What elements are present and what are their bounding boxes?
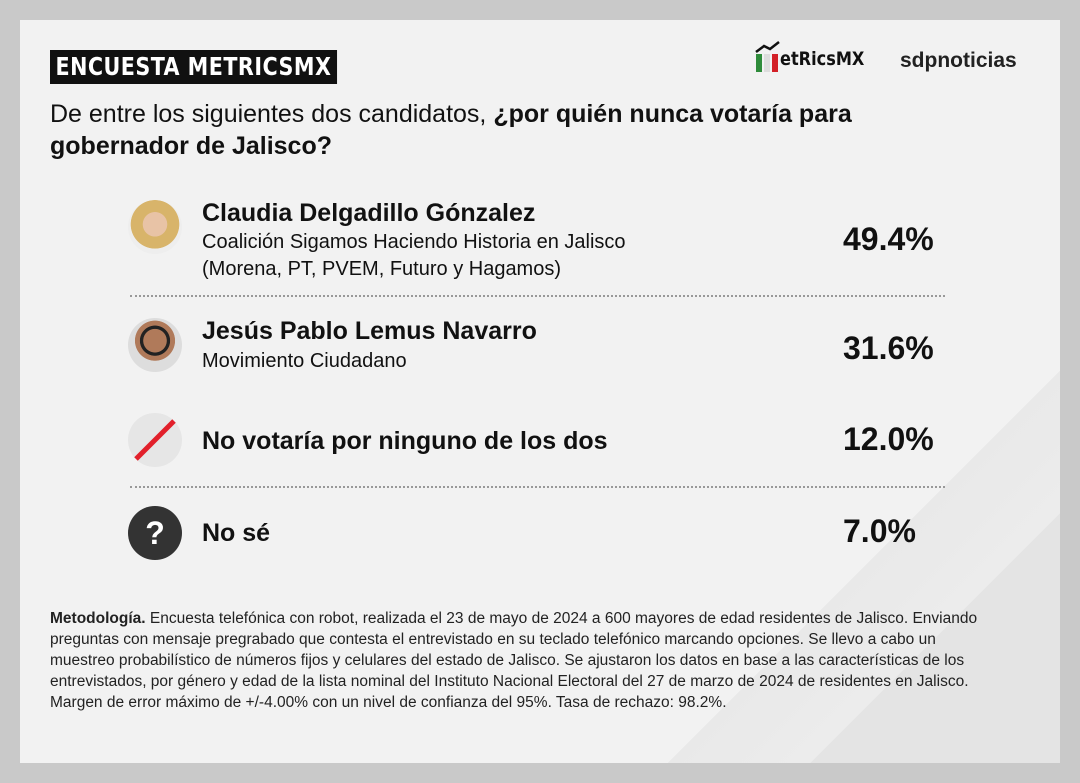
percentage: 7.0% — [843, 513, 916, 549]
question: De entre los siguientes dos candidatos, … — [50, 98, 930, 162]
no-vote-icon — [128, 413, 182, 467]
question-lead: De entre los siguientes dos candidatos, — [50, 100, 494, 128]
logo-sdpnoticias: sdpnoticias — [900, 49, 1017, 72]
avatar — [128, 200, 182, 254]
option-name: No votaría por ninguno de los dos — [202, 427, 608, 455]
candidate-name: Claudia Delgadillo Gónzalez — [202, 199, 536, 227]
logo-icon — [755, 41, 780, 72]
party: Movimiento Ciudadano — [202, 350, 407, 372]
percentage: 49.4% — [843, 221, 934, 257]
logo-metricsmx: etRicsMX — [780, 48, 865, 70]
methodology: Metodología. Encuesta telefónica con rob… — [50, 608, 1000, 713]
methodology-text: Encuesta telefónica con robot, realizada… — [50, 610, 978, 711]
party-detail: (Morena, PT, PVEM, Futuro y Hagamos) — [202, 258, 562, 280]
question-emphasis: ¿por quién nunca votaría para gobernador… — [50, 100, 852, 160]
title: ENCUESTA METRICSMX — [50, 50, 337, 84]
unknown-icon: ? — [128, 506, 182, 560]
divider — [130, 486, 945, 488]
panel — [20, 20, 1060, 763]
party: Coalición Sigamos Haciendo Historia en J… — [202, 231, 626, 253]
option-name: No sé — [202, 519, 271, 547]
avatar — [128, 318, 182, 372]
percentage: 31.6% — [843, 330, 934, 366]
percentage: 12.0% — [843, 421, 934, 457]
candidate-name: Jesús Pablo Lemus Navarro — [202, 317, 537, 345]
methodology-label: Metodología. — [50, 610, 146, 627]
divider — [130, 295, 945, 297]
